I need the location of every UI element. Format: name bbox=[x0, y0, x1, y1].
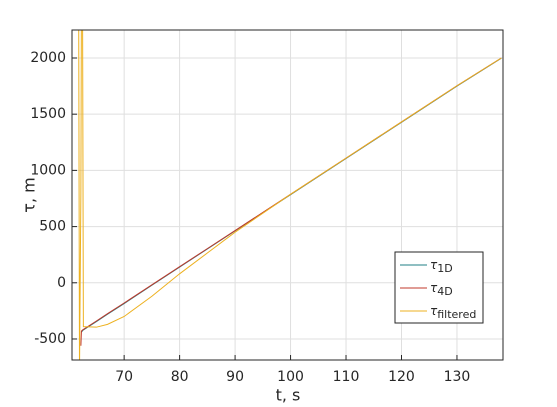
y-tick-label: 500 bbox=[39, 219, 66, 235]
x-tick-label: 100 bbox=[277, 369, 304, 385]
x-tick-label: 90 bbox=[226, 369, 244, 385]
y-tick-label: 1500 bbox=[30, 106, 66, 122]
legend: τ1D τ4D τfiltered bbox=[394, 251, 484, 324]
legend-label: τ4D bbox=[430, 281, 453, 299]
y-tick-label: -500 bbox=[34, 331, 66, 347]
x-tick-label: 80 bbox=[171, 369, 189, 385]
x-axis-label: t, s bbox=[276, 386, 301, 405]
x-tick-label: 110 bbox=[333, 369, 360, 385]
y-tick-label: 0 bbox=[57, 275, 66, 291]
legend-label: τ1D bbox=[430, 258, 453, 276]
x-tick-label: 130 bbox=[444, 369, 471, 385]
ticks: 70 80 90 100 110 120 130 -500 0 500 1000 1500 2000 bbox=[30, 50, 470, 385]
y-axis-label: τ, m bbox=[20, 177, 39, 212]
series-line bbox=[78, 30, 502, 360]
y-tick-label: 2000 bbox=[30, 50, 66, 66]
lines bbox=[78, 30, 502, 360]
axes-box bbox=[71, 29, 504, 361]
y-tick-label: 1000 bbox=[30, 162, 66, 178]
legend-label: τfiltered bbox=[430, 304, 476, 322]
x-tick-label: 120 bbox=[388, 369, 415, 385]
x-tick-label: 70 bbox=[115, 369, 133, 385]
